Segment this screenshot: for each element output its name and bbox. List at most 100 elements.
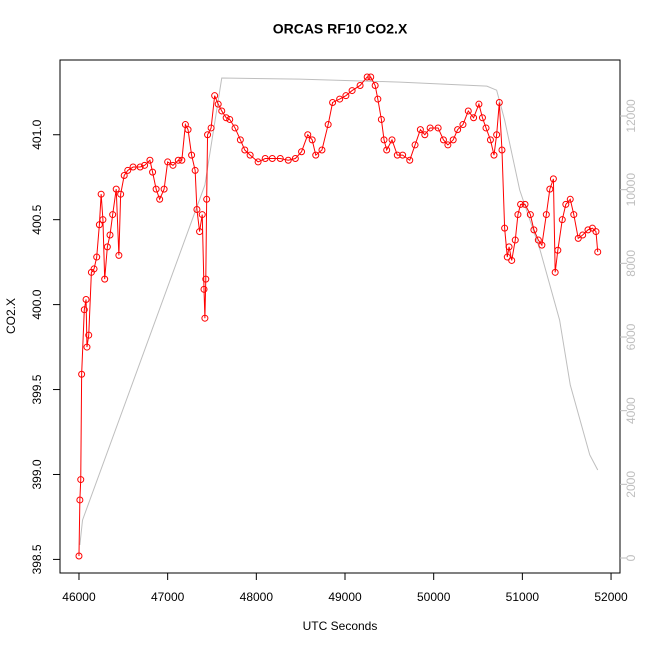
data-point	[501, 224, 509, 232]
data-point	[411, 141, 419, 149]
data-point	[517, 200, 525, 208]
data-point	[308, 136, 316, 144]
data-point	[222, 114, 230, 122]
data-point	[377, 115, 385, 123]
x-tick-label: 49000	[328, 590, 362, 604]
data-point	[83, 343, 91, 351]
data-point	[371, 81, 379, 89]
data-point	[291, 155, 299, 163]
data-point	[236, 136, 244, 144]
data-point	[268, 155, 276, 163]
data-point	[505, 243, 513, 251]
data-point	[514, 211, 522, 219]
data-point	[348, 87, 356, 95]
data-point	[439, 136, 447, 144]
data-point	[101, 275, 109, 283]
data-point	[103, 243, 111, 251]
y2-tick-label: 12000	[624, 99, 638, 133]
data-point	[449, 136, 457, 144]
y-tick-label: 399.5	[30, 374, 44, 404]
y2-tick-label: 4000	[624, 397, 638, 424]
data-point	[80, 306, 88, 314]
data-point	[117, 190, 125, 198]
data-point	[444, 141, 452, 149]
data-point	[106, 231, 114, 239]
x-tick-label: 48000	[240, 590, 274, 604]
data-point	[592, 228, 600, 236]
data-point	[246, 151, 254, 159]
data-point	[99, 216, 107, 224]
data-point	[594, 248, 602, 256]
data-point	[85, 331, 93, 339]
data-point	[298, 148, 306, 156]
data-point	[200, 285, 208, 293]
x-tick-label: 52000	[594, 590, 628, 604]
data-point	[478, 114, 486, 122]
data-point	[77, 476, 85, 484]
data-point	[312, 151, 320, 159]
data-point	[191, 166, 199, 174]
data-point	[421, 131, 429, 139]
data-point	[367, 73, 375, 81]
data-point	[149, 168, 157, 176]
data-point	[363, 73, 371, 81]
data-point	[261, 155, 269, 163]
data-point	[508, 256, 516, 264]
data-point	[579, 231, 587, 239]
data-point	[156, 195, 164, 203]
data-point	[146, 156, 154, 164]
data-point	[388, 136, 396, 144]
data-point	[546, 185, 554, 193]
y2-tick-label: 6000	[624, 323, 638, 350]
data-point	[393, 151, 401, 159]
data-point	[336, 95, 344, 103]
data-point	[207, 124, 215, 132]
data-point	[75, 552, 83, 560]
data-point	[95, 221, 103, 229]
data-point	[329, 98, 337, 106]
data-point	[551, 268, 559, 276]
chart-title: ORCAS RF10 CO2.X	[273, 21, 408, 37]
data-point	[542, 211, 550, 219]
y-tick-label: 399.0	[30, 459, 44, 489]
data-point	[356, 81, 364, 89]
data-point	[549, 175, 557, 183]
y-tick-label: 398.5	[30, 544, 44, 574]
data-point	[470, 114, 478, 122]
data-point	[570, 211, 578, 219]
y2-tick-label: 8000	[624, 250, 638, 277]
y-tick-label: 400.0	[30, 289, 44, 319]
data-point	[226, 115, 234, 123]
data-point	[380, 136, 388, 144]
data-point	[495, 98, 503, 106]
data-point	[490, 151, 498, 159]
data-point	[196, 228, 204, 236]
x-tick-label: 47000	[151, 590, 185, 604]
data-point	[566, 195, 574, 203]
data-point	[538, 241, 546, 249]
data-point	[406, 156, 414, 164]
data-point	[434, 124, 442, 132]
y2-tick-label: 0	[624, 554, 638, 561]
data-point	[124, 166, 132, 174]
data-point	[188, 151, 196, 159]
data-point	[584, 226, 592, 234]
data-point	[574, 234, 582, 242]
data-point	[129, 163, 137, 171]
data-point	[521, 200, 529, 208]
data-point	[93, 253, 101, 261]
data-point	[284, 156, 292, 164]
data-point	[304, 131, 312, 139]
data-point	[76, 496, 84, 504]
data-point	[178, 156, 186, 164]
data-point	[136, 163, 144, 171]
data-point	[174, 156, 182, 164]
series-line	[78, 76, 599, 557]
data-point	[141, 161, 149, 169]
data-point	[201, 314, 209, 322]
data-point	[482, 124, 490, 132]
data-point	[204, 131, 212, 139]
y-tick-label: 400.5	[30, 204, 44, 234]
data-point	[169, 161, 177, 169]
